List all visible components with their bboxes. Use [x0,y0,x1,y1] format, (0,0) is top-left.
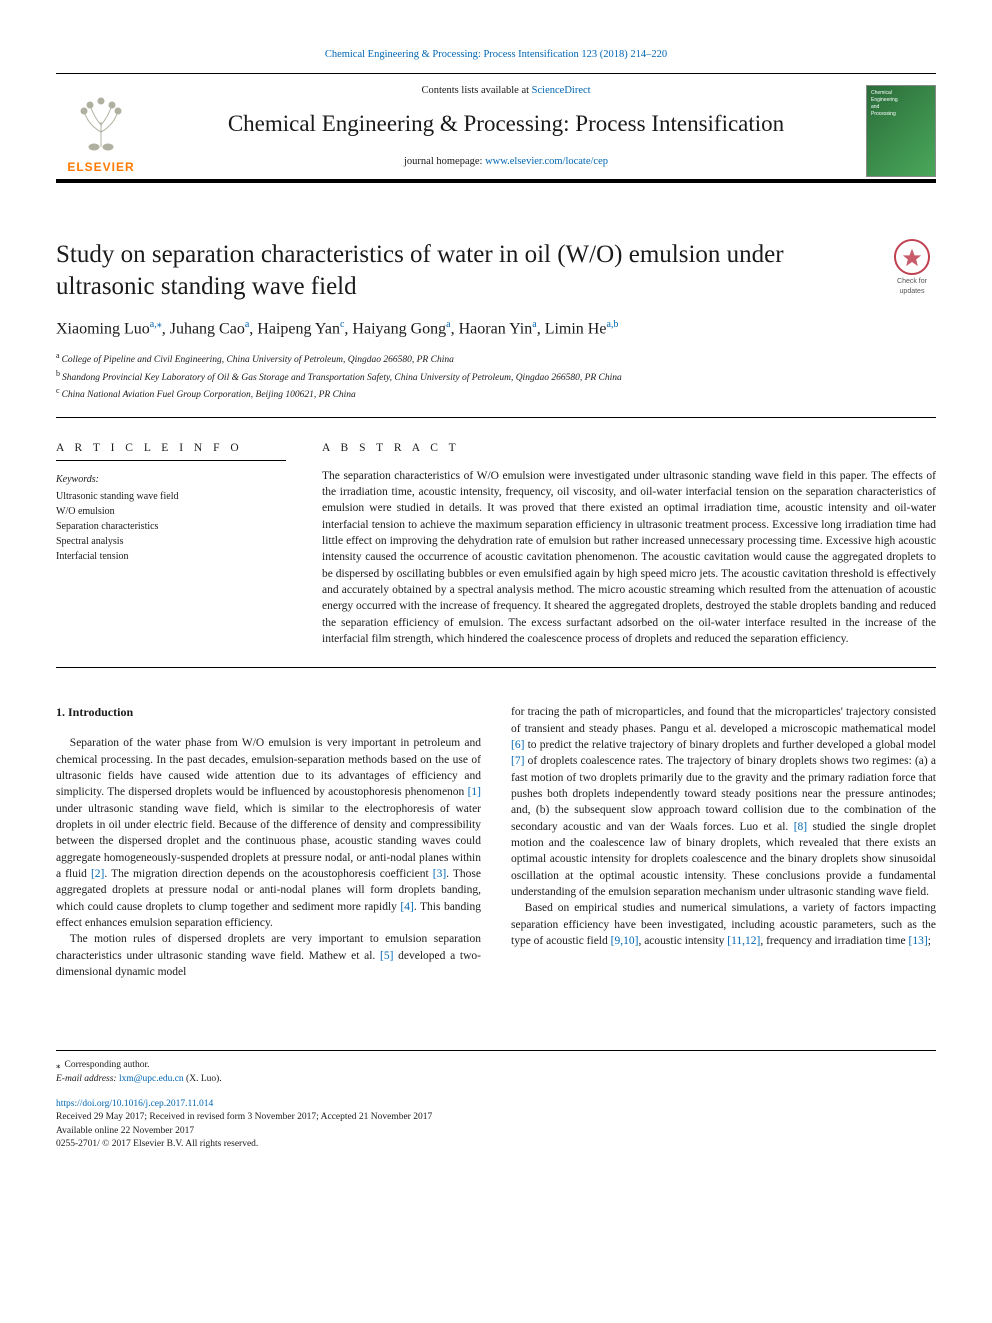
email-attribution: (X. Luo). [186,1074,222,1084]
cover-text-2: Engineering [871,97,931,104]
author-name: Haiyang Gong [352,320,446,337]
email-label: E-mail address: [56,1074,117,1084]
citation-link[interactable]: [11,12] [727,935,760,947]
publisher-logo-text: ELSEVIER [67,159,134,176]
citation-link[interactable]: [7] [511,755,524,767]
author-affiliation-mark: a,b [606,319,618,330]
journal-homepage-link[interactable]: www.elsevier.com/locate/cep [485,156,608,167]
sciencedirect-link[interactable]: ScienceDirect [532,85,591,96]
keyword-item: Spectral analysis [56,534,286,549]
affiliation-ref-link[interactable]: ⁎ [157,319,162,330]
article-info-column: A R T I C L E I N F O Keywords: Ultrason… [56,440,286,648]
journal-name: Chemical Engineering & Processing: Proce… [162,108,850,140]
intro-paragraph-4: Based on empirical studies and numerical… [511,900,936,949]
affiliations: a College of Pipeline and Civil Engineer… [56,350,936,402]
abstract-heading: A B S T R A C T [322,440,936,456]
cover-text-1: Chemical [871,90,931,97]
affiliation-ref-link[interactable]: a [446,319,450,330]
article-title: Study on separation characteristics of w… [56,239,868,302]
citation-link[interactable]: [9,10] [611,935,639,947]
author-name: Haoran Yin [459,320,533,337]
author-name: Xiaoming Luo [56,320,150,337]
section-heading-introduction: 1. Introduction [56,704,481,721]
cover-text-3: and [871,104,931,111]
journal-header: ELSEVIER Contents lists available at Sci… [56,73,936,184]
author-affiliation-mark: a,⁎ [150,319,162,330]
author-list: Xiaoming Luoa,⁎, Juhang Caoa, Haipeng Ya… [56,318,936,341]
article-footer: ⁎ Corresponding author. E-mail address: … [56,1050,936,1151]
keywords-list: Ultrasonic standing wave fieldW/O emulsi… [56,489,286,564]
author-affiliation-mark: c [340,319,344,330]
corresponding-email-link[interactable]: lxm@upc.edu.cn [119,1074,184,1084]
copyright-line: 0255-2701/ © 2017 Elsevier B.V. All righ… [56,1138,936,1151]
running-citation: Chemical Engineering & Processing: Proce… [56,48,936,63]
citation-link[interactable]: [2] [91,868,104,880]
body-column-left: 1. Introduction Separation of the water … [56,704,481,980]
citation-link[interactable]: [1] [468,786,481,798]
journal-cover-thumbnail: Chemical Engineering and Processing [866,85,936,177]
keyword-item: Ultrasonic standing wave field [56,489,286,504]
affiliation-ref-link[interactable]: a [606,319,610,330]
affiliation-text: Shandong Provincial Key Laboratory of Oi… [62,373,622,383]
intro-paragraph-1: Separation of the water phase from W/O e… [56,735,481,931]
body-two-column: 1. Introduction Separation of the water … [56,704,936,980]
updates-label-2: updates [888,287,936,297]
updates-icon [894,239,930,275]
citation-link[interactable]: [5] [380,950,393,962]
affiliation-ref-link[interactable]: b [613,319,618,330]
citation-link[interactable]: [3] [433,868,446,880]
citation-link[interactable]: [6] [511,739,524,751]
body-column-right: for tracing the path of microparticles, … [511,704,936,980]
author-name: Haipeng Yan [257,320,340,337]
citation-link[interactable]: [4] [400,901,413,913]
doi-link[interactable]: https://doi.org/10.1016/j.cep.2017.11.01… [56,1099,213,1109]
author-affiliation-mark: a [532,319,536,330]
corresponding-author-label: Corresponding author. [65,1059,150,1072]
citation-link[interactable]: [13] [909,935,928,947]
affiliation-ref-link[interactable]: a [532,319,536,330]
check-for-updates-badge[interactable]: Check for updates [888,239,936,297]
affiliation-text: China National Aviation Fuel Group Corpo… [62,390,356,400]
affiliation-ref-link[interactable]: a [150,319,154,330]
affiliation-ref-link[interactable]: c [340,319,344,330]
author-name: Juhang Cao [170,320,245,337]
author-name: Limin He [545,320,607,337]
affiliation-line: c China National Aviation Fuel Group Cor… [56,385,936,402]
elsevier-tree-icon [66,87,136,157]
cover-text-4: Processing [871,111,931,118]
affiliation-ref-link[interactable]: a [245,319,249,330]
contents-prefix: Contents lists available at [421,85,531,96]
affiliation-line: a College of Pipeline and Civil Engineer… [56,350,936,367]
article-info-heading: A R T I C L E I N F O [56,440,286,461]
updates-label-1: Check for [888,277,936,287]
available-online: Available online 22 November 2017 [56,1125,936,1138]
homepage-prefix: journal homepage: [404,156,485,167]
keyword-item: Separation characteristics [56,519,286,534]
affiliation-text: College of Pipeline and Civil Engineerin… [62,356,454,366]
author-affiliation-mark: a [446,319,450,330]
keyword-item: W/O emulsion [56,504,286,519]
abstract-column: A B S T R A C T The separation character… [322,440,936,648]
publisher-logo: ELSEVIER [56,87,146,176]
keyword-item: Interfacial tension [56,549,286,564]
article-history: Received 29 May 2017; Received in revise… [56,1111,936,1124]
affiliation-line: b Shandong Provincial Key Laboratory of … [56,368,936,385]
citation-link[interactable]: [8] [794,821,807,833]
intro-paragraph-3: for tracing the path of microparticles, … [511,704,936,900]
journal-homepage-line: journal homepage: www.elsevier.com/locat… [162,155,850,170]
contents-lists-line: Contents lists available at ScienceDirec… [162,84,850,99]
author-affiliation-mark: a [245,319,249,330]
corresponding-mark: ⁎ [56,1059,61,1072]
abstract-text: The separation characteristics of W/O em… [322,468,936,648]
keywords-label: Keywords: [56,473,286,487]
intro-paragraph-2: The motion rules of dispersed droplets a… [56,931,481,980]
